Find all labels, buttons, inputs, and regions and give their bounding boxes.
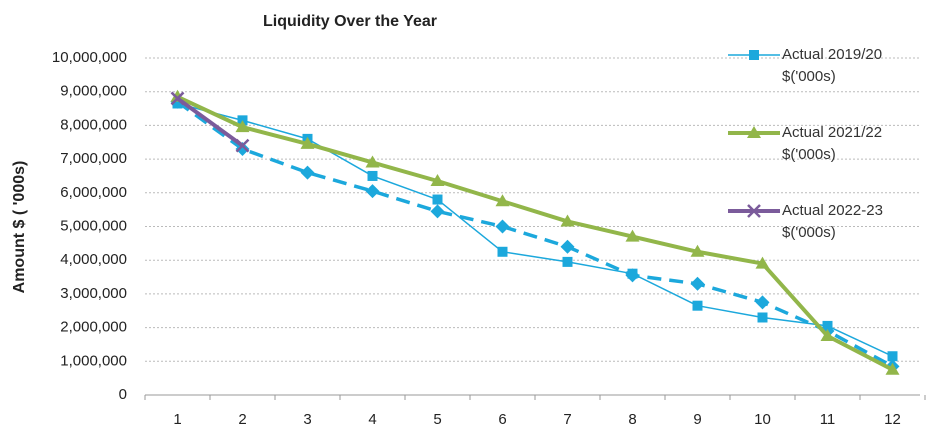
marker — [755, 256, 770, 269]
chart-title: Liquidity Over the Year — [263, 13, 437, 30]
marker — [300, 165, 315, 180]
x-tick-label: 7 — [563, 411, 571, 428]
marker — [692, 300, 703, 311]
series-line — [176, 96, 244, 148]
marker — [747, 204, 761, 218]
y-tick-label: 8,000,000 — [60, 116, 127, 133]
marker — [690, 244, 705, 257]
x-tick-label: 6 — [498, 411, 506, 428]
x-tick-label: 3 — [303, 411, 311, 428]
y-axis-label: Amount $ ( '000s) — [11, 161, 28, 294]
x-tick-label: 1 — [173, 411, 181, 428]
y-tick-label: 3,000,000 — [60, 285, 127, 302]
y-tick-label: 9,000,000 — [60, 83, 127, 100]
marker — [497, 246, 508, 257]
marker — [747, 126, 761, 138]
y-tick-label: 6,000,000 — [60, 184, 127, 201]
marker — [365, 184, 380, 199]
marker — [367, 170, 378, 181]
marker — [887, 351, 898, 362]
y-tick-label: 10,000,000 — [52, 49, 127, 66]
marker — [820, 329, 835, 342]
marker — [432, 194, 443, 205]
marker — [690, 276, 705, 291]
marker — [430, 174, 445, 187]
series-line — [176, 100, 894, 368]
legend-entry: Actual 2019/20 $('000s) — [782, 46, 883, 85]
x-tick-label: 11 — [820, 411, 836, 428]
x-tick-label: 10 — [754, 411, 771, 428]
marker — [495, 194, 510, 207]
x-tick-label: 2 — [238, 411, 246, 428]
y-tick-label: 5,000,000 — [60, 217, 127, 234]
marker — [365, 155, 380, 168]
marker — [495, 219, 510, 234]
x-tick-label: 4 — [368, 411, 376, 428]
marker — [560, 214, 575, 227]
marker — [749, 50, 759, 60]
marker — [625, 268, 640, 283]
marker — [300, 136, 315, 149]
x-tick-label: 9 — [693, 411, 701, 428]
y-tick-label: 0 — [119, 386, 127, 403]
marker — [560, 239, 575, 254]
series-line — [176, 94, 894, 372]
x-tick-label: 12 — [884, 411, 901, 428]
legend-entry: Actual 2022-23 $('000s) — [782, 202, 883, 241]
y-tick-label: 2,000,000 — [60, 319, 127, 336]
marker — [755, 295, 770, 310]
x-tick-label: 8 — [628, 411, 636, 428]
marker — [625, 229, 640, 242]
marker — [235, 120, 250, 133]
x-tick-label: 5 — [433, 411, 441, 428]
marker — [757, 312, 768, 323]
y-tick-label: 1,000,000 — [60, 352, 127, 369]
y-tick-label: 7,000,000 — [60, 150, 127, 167]
marker — [430, 204, 445, 219]
legend-entry: Actual 2021/22 $('000s) — [782, 124, 883, 163]
series-line — [177, 102, 893, 357]
marker — [235, 138, 250, 153]
y-tick-label: 4,000,000 — [60, 251, 127, 268]
marker — [562, 256, 573, 267]
marker — [170, 91, 185, 106]
marker — [885, 362, 900, 375]
